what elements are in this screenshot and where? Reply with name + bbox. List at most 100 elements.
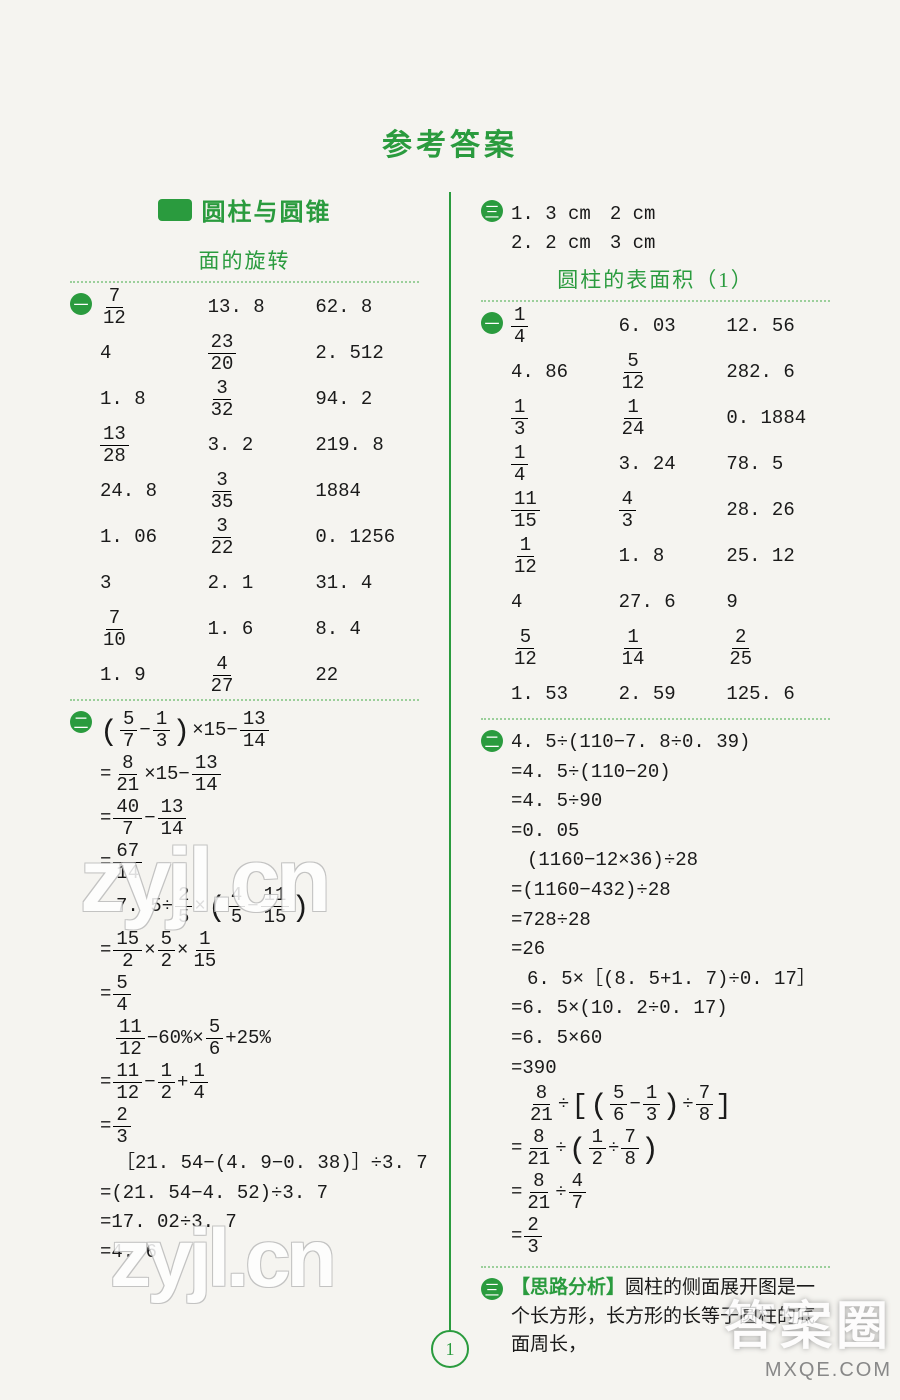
grid-cell: 28. 26 — [726, 492, 830, 528]
math-line: =(1160−432)÷28 — [511, 877, 830, 904]
grid-cell: 710 — [100, 611, 204, 647]
chapter-badge-icon — [158, 199, 192, 221]
grid-cell: 2320 — [208, 335, 312, 371]
grid-cell: 94. 2 — [315, 381, 419, 417]
grid-cell: 125. 6 — [726, 676, 830, 712]
left-grid: 71213. 862. 8423202. 5121. 833294. 21328… — [100, 289, 419, 693]
columns: 圆柱与圆锥 面的旋转 一 71213. 862. 8423202. 5121. … — [70, 192, 830, 1360]
math-line: =6714 — [100, 842, 428, 883]
corner-small: MXQE.COM — [724, 1359, 892, 1382]
math-line: =821×15−1314 — [100, 754, 428, 795]
left-section-1: 一 71213. 862. 8423202. 5121. 833294. 213… — [70, 289, 419, 693]
page: 参考答案 圆柱与圆锥 面的旋转 一 71213. 862. 8423202. 5… — [0, 0, 900, 1400]
math-line: 6. 5×［(8. 5+1. 7)÷0. 17］ — [511, 966, 830, 993]
grid-cell: 12. 56 — [726, 308, 830, 344]
math-line: =6. 5×(10. 2÷0. 17) — [511, 995, 830, 1022]
grid-cell: 9 — [726, 584, 830, 620]
math-line: =821÷47 — [511, 1172, 830, 1213]
math-line: 7. 5÷25×(45−1115) — [100, 886, 428, 927]
grid-cell: 1. 06 — [100, 519, 204, 555]
grid-cell: 112 — [511, 538, 615, 574]
grid-cell: 14 — [511, 308, 615, 344]
math-line: =152×52×115 — [100, 930, 428, 971]
left-section-2: 二 (57−13)×15−1314=821×15−1314=407−1314=6… — [70, 707, 419, 1268]
grid-cell: 4. 86 — [511, 354, 615, 390]
grid-cell: 0. 1256 — [315, 519, 419, 555]
math-line: =821÷(12÷78) — [511, 1128, 830, 1169]
math-line: =17. 02÷3. 7 — [100, 1209, 428, 1236]
grid-cell: 3 — [100, 565, 204, 601]
item-line: 2. 2 cm 3 cm — [511, 227, 830, 254]
grid-cell: 114 — [619, 630, 723, 666]
section-badge-2-icon: 二 — [481, 730, 503, 752]
grid-cell: 62. 8 — [315, 289, 419, 325]
divider-dots — [70, 699, 419, 701]
section-badge-1-icon: 一 — [481, 312, 503, 334]
math-line: =(21. 54−4. 52)÷3. 7 — [100, 1180, 428, 1207]
math-line: =26 — [511, 936, 830, 963]
math-line: 4. 5÷(110−7. 8÷0. 39) — [511, 729, 830, 756]
grid-cell: 124 — [619, 400, 723, 436]
math-line: =4. 5÷90 — [511, 788, 830, 815]
math-line: =23 — [511, 1216, 830, 1257]
grid-cell: 8. 4 — [315, 611, 419, 647]
grid-cell: 1328 — [100, 427, 204, 463]
grid-cell: 1. 6 — [208, 611, 312, 647]
grid-cell: 2. 512 — [315, 335, 419, 371]
left-column: 圆柱与圆锥 面的旋转 一 71213. 862. 8423202. 5121. … — [70, 192, 419, 1360]
grid-cell: 712 — [100, 289, 204, 325]
grid-cell: 24. 8 — [100, 473, 204, 509]
grid-cell: 25. 12 — [726, 538, 830, 574]
section-badge-3-icon: 三 — [481, 200, 503, 222]
right-section-3a: 三 1. 3 cm 2 cm 2. 2 cm 3 cm — [481, 196, 830, 256]
math-line: =4. 6 — [100, 1239, 428, 1266]
right-math: 4. 5÷(110−7. 8÷0. 39) =4. 5÷(110−20)=4. 5… — [511, 726, 830, 1260]
math-line: =23 — [100, 1106, 428, 1147]
math-line: =6. 5×60 — [511, 1025, 830, 1052]
main-title: 参考答案 — [70, 120, 830, 164]
right-section-1: 一 146. 0312. 564. 86512282. 6131240. 188… — [481, 308, 830, 712]
grid-cell: 1884 — [315, 473, 419, 509]
divider-dots — [481, 1266, 830, 1268]
math-line: =407−1314 — [100, 798, 428, 839]
math-line: (1160−12×36)÷28 — [511, 847, 830, 874]
grid-cell: 225 — [726, 630, 830, 666]
math-line: =54 — [100, 974, 428, 1015]
grid-cell: 335 — [208, 473, 312, 509]
math-line: =728÷28 — [511, 907, 830, 934]
left-subtitle: 面的旋转 — [70, 245, 419, 275]
right-grid: 146. 0312. 564. 86512282. 6131240. 18841… — [511, 308, 830, 712]
divider-dots — [481, 300, 830, 302]
column-divider — [449, 192, 451, 1360]
grid-cell: 0. 1884 — [726, 400, 830, 436]
divider-dots — [481, 718, 830, 720]
divider-dots — [70, 281, 419, 283]
right-column: 三 1. 3 cm 2 cm 2. 2 cm 3 cm 圆柱的表面积（1） 一 … — [481, 192, 830, 1360]
grid-cell: 1. 9 — [100, 657, 204, 693]
grid-cell: 13 — [511, 400, 615, 436]
section-badge-1-icon: 一 — [70, 293, 92, 315]
grid-cell: 31. 4 — [315, 565, 419, 601]
math-line: =390 — [511, 1055, 830, 1082]
grid-cell: 43 — [619, 492, 723, 528]
math-line: =4. 5÷(110−20) — [511, 759, 830, 786]
grid-cell: 78. 5 — [726, 446, 830, 482]
math-line: ［21. 54−(4. 9−0. 38)］÷3. 7 — [100, 1150, 428, 1177]
grid-cell: 27. 6 — [619, 584, 723, 620]
corner-big: 答案圈 — [724, 1284, 892, 1359]
section-badge-3-icon: 三 — [481, 1278, 503, 1300]
grid-cell: 6. 03 — [619, 308, 723, 344]
grid-cell: 1. 8 — [100, 381, 204, 417]
math-line: (57−13)×15−1314 — [100, 710, 428, 751]
page-number: 1 — [431, 1330, 469, 1368]
grid-cell: 332 — [208, 381, 312, 417]
grid-cell: 4 — [511, 584, 615, 620]
grid-cell: 4 — [100, 335, 204, 371]
math-line: =0. 05 — [511, 818, 830, 845]
grid-cell: 1115 — [511, 492, 615, 528]
corner-brand: 答案圈 MXQE.COM — [724, 1284, 892, 1382]
grid-cell: 3. 24 — [619, 446, 723, 482]
grid-cell: 1. 8 — [619, 538, 723, 574]
math-line: 821÷[(56−13)÷78] — [511, 1084, 830, 1125]
analysis-label: 【思路分析】 — [511, 1277, 625, 1298]
